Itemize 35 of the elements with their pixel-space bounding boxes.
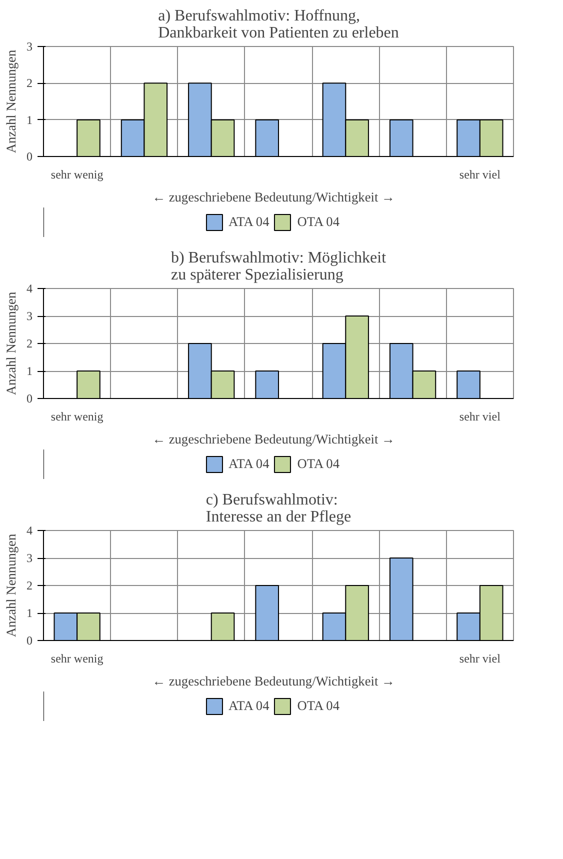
y-tick-label: 3 — [26, 551, 32, 565]
chart-title: b) Berufswahlmotiv: Möglichkeit zu späterer Spezialisierung — [170, 250, 387, 284]
legend-label: OTA 04 — [297, 214, 340, 230]
x-axis-title: ← zugeschriebene Bedeutung/Wichtigkeit → — [152, 674, 395, 688]
y-tick-label: 2 — [26, 578, 32, 592]
x-tick-label: sehr viel — [459, 410, 502, 424]
legend-label: OTA 04 — [297, 698, 340, 714]
x-tick-label: sehr wenig — [50, 652, 104, 666]
x-tick-label: sehr wenig — [50, 410, 104, 424]
y-axis-title: Anzahl Nennungen — [4, 534, 18, 638]
y-tick-label: 0 — [26, 634, 32, 648]
y-tick-label: 0 — [26, 392, 32, 406]
y-tick-label: 1 — [26, 606, 32, 620]
y-tick-label: 1 — [26, 364, 32, 378]
y-axis-title: Anzahl Nennungen — [4, 292, 18, 396]
chart-title: c) Berufswahlmotiv: Interesse an der Pflege — [206, 492, 352, 526]
chart-title: a) Berufswahlmotiv: Hoffnung, Dankbarkeit von Patienten zu erleben — [158, 8, 399, 42]
y-tick-label: 2 — [26, 336, 32, 350]
legend-label: ATA 04 — [228, 456, 270, 472]
legend-label: ATA 04 — [228, 214, 270, 230]
y-tick-label: 3 — [26, 309, 32, 323]
y-tick-label: 4 — [26, 524, 32, 538]
x-tick-label: sehr viel — [459, 168, 502, 182]
y-tick-label: 4 — [26, 282, 32, 296]
legend-label: OTA 04 — [297, 456, 340, 472]
y-axis-title: Anzahl Nennungen — [4, 50, 18, 154]
x-axis-title: ← zugeschriebene Bedeutung/Wichtigkeit → — [152, 432, 395, 446]
legend-label: ATA 04 — [228, 698, 270, 714]
y-tick-label: 2 — [26, 76, 32, 90]
y-tick-label: 3 — [26, 40, 32, 54]
y-tick-label: 1 — [26, 112, 32, 127]
y-tick-label: 0 — [26, 150, 32, 164]
x-tick-label: sehr wenig — [50, 168, 104, 182]
x-axis-title: ← zugeschriebene Bedeutung/Wichtigkeit → — [152, 190, 395, 204]
x-tick-label: sehr viel — [459, 652, 502, 666]
